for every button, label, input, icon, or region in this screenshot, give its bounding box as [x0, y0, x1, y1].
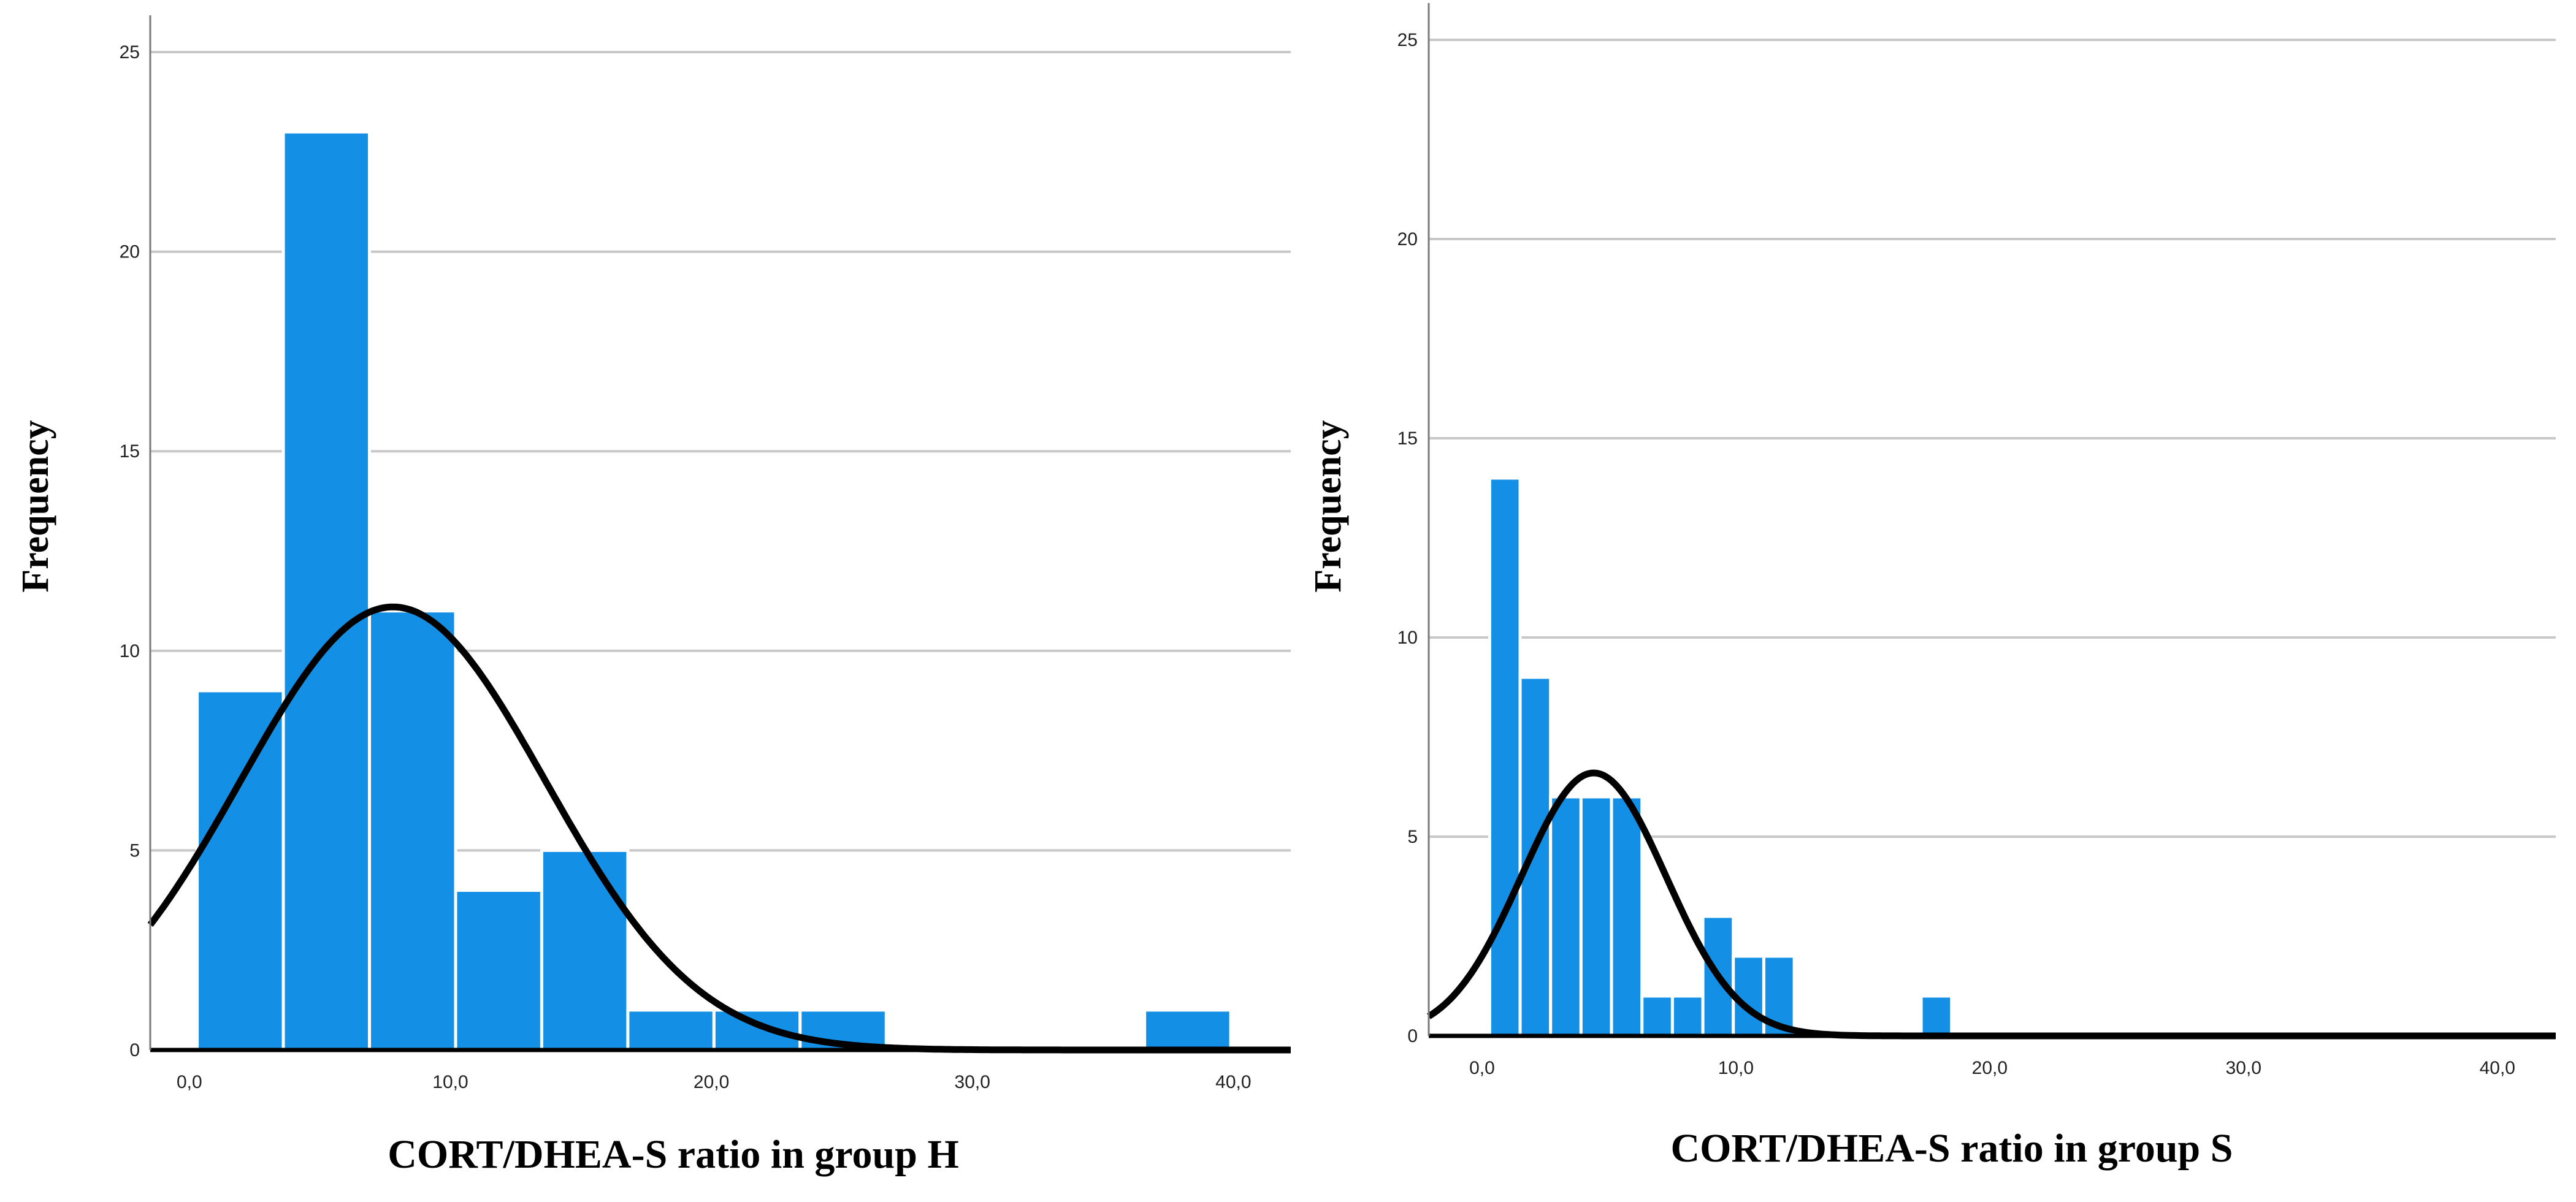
y-tick-label: 15 [120, 441, 140, 462]
histogram-bar [1640, 994, 1674, 1038]
x-tick-label: 20,0 [694, 1072, 729, 1092]
histogram-bar [281, 130, 372, 1052]
histogram-bar [1488, 476, 1522, 1038]
histogram-bar [1579, 795, 1613, 1038]
y-tick-label: 0 [1407, 1026, 1418, 1046]
x-tick-label: 0,0 [1469, 1058, 1495, 1078]
histogram-bar [454, 889, 543, 1052]
y-tick-labels: 0 5 10 15 20 25 [1397, 30, 1418, 1046]
histogram-group-h: 0 5 10 15 20 25 0,0 10,0 20,0 30,0 40,0 Frequency… [15, 15, 1291, 1177]
x-tick-label: 30,0 [2226, 1058, 2261, 1078]
x-tick-label: 10,0 [432, 1072, 468, 1092]
histogram-bar [712, 1008, 802, 1052]
x-tick-label: 10,0 [1718, 1058, 1754, 1078]
histogram-group-s: 0 5 10 15 20 25 0,0 10,0 20,0 30,0 40,0 Frequency… [1307, 3, 2556, 1171]
x-tick-label: 40,0 [1215, 1072, 1251, 1092]
x-tick-label: 30,0 [955, 1072, 990, 1092]
histogram-bar [1610, 795, 1644, 1038]
x-tick-label: 0,0 [177, 1072, 202, 1092]
x-tick-label: 40,0 [2480, 1058, 2515, 1078]
histogram-bar [1518, 675, 1553, 1038]
y-tick-labels: 0 5 10 15 20 25 [120, 42, 140, 1060]
histogram-bar [368, 609, 457, 1052]
y-tick-label: 0 [129, 1040, 140, 1060]
y-axis-label: Frequency [1307, 420, 1349, 592]
histogram-bar [540, 848, 630, 1052]
x-tick-labels: 0,0 10,0 20,0 30,0 40,0 [1469, 1058, 2515, 1078]
y-axis-label: Frequency [15, 420, 56, 592]
y-tick-label: 5 [1407, 827, 1418, 847]
x-tick-label: 20,0 [1972, 1058, 2008, 1078]
histogram-bar [1670, 994, 1705, 1038]
histogram-bar [1549, 795, 1583, 1038]
x-axis-label: CORT/DHEA-S ratio in group S [1671, 1126, 2233, 1171]
y-tick-label: 25 [120, 42, 140, 63]
y-tick-label: 20 [1397, 229, 1418, 249]
x-tick-labels: 0,0 10,0 20,0 30,0 40,0 [177, 1072, 1252, 1092]
x-axis-label: CORT/DHEA-S ratio in group H [388, 1132, 959, 1177]
histogram-bars [196, 130, 1233, 1052]
histogram-bar [1143, 1008, 1233, 1052]
y-tick-label: 10 [120, 641, 140, 661]
y-tick-label: 10 [1397, 628, 1418, 648]
y-gridlines [1429, 39, 2556, 838]
histogram-bars [1488, 476, 1954, 1038]
y-tick-label: 20 [120, 242, 140, 262]
y-tick-label: 25 [1397, 30, 1418, 50]
histogram-bar [626, 1008, 716, 1052]
y-tick-label: 5 [129, 840, 140, 861]
histogram-bar [1919, 994, 1954, 1038]
y-tick-label: 15 [1397, 428, 1418, 449]
histogram-bar [196, 689, 285, 1052]
